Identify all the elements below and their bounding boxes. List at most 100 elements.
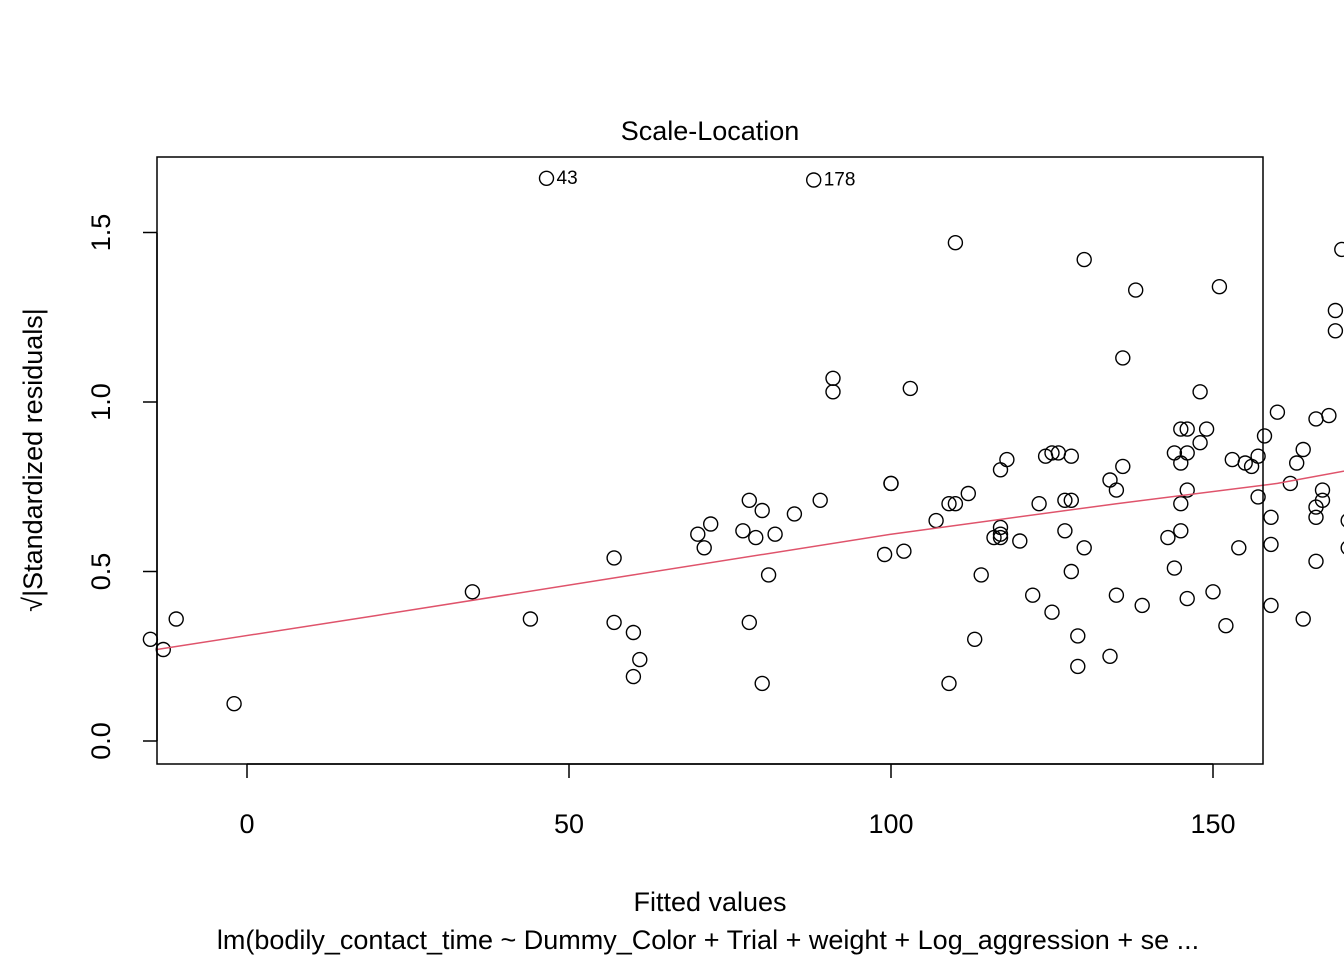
data-point bbox=[1173, 496, 1189, 512]
data-point bbox=[754, 675, 770, 692]
data-point bbox=[1340, 541, 1344, 555]
data-point bbox=[992, 529, 1009, 546]
data-point bbox=[1250, 448, 1266, 464]
data-point bbox=[947, 234, 964, 251]
data-point bbox=[1057, 492, 1073, 508]
data-point bbox=[1295, 611, 1311, 627]
data-point bbox=[1070, 628, 1086, 644]
data-point bbox=[696, 540, 712, 556]
data-point bbox=[1224, 451, 1241, 468]
data-point bbox=[1063, 492, 1080, 508]
data-point bbox=[947, 496, 964, 512]
data-point bbox=[735, 523, 751, 539]
chart-title: Scale-Location bbox=[621, 116, 800, 146]
data-point bbox=[1102, 472, 1118, 488]
data-point bbox=[876, 546, 893, 563]
data-point bbox=[1179, 482, 1195, 498]
x-tick-label: 100 bbox=[868, 809, 913, 839]
data-point bbox=[825, 384, 841, 400]
data-point bbox=[522, 611, 539, 627]
data-point bbox=[606, 550, 622, 566]
data-point bbox=[1024, 587, 1041, 603]
data-point bbox=[1166, 445, 1183, 461]
data-point bbox=[142, 631, 159, 647]
data-point bbox=[606, 614, 622, 631]
data-point bbox=[1179, 590, 1195, 607]
labeled-data-point bbox=[806, 172, 822, 188]
data-point bbox=[1250, 489, 1266, 505]
outlier-label: 178 bbox=[824, 170, 856, 191]
data-point bbox=[1314, 482, 1331, 498]
data-point bbox=[1115, 458, 1131, 475]
data-point bbox=[632, 651, 648, 668]
data-point bbox=[902, 380, 918, 397]
data-point bbox=[625, 668, 642, 685]
x-axis: 050100150200250300 bbox=[239, 763, 1236, 839]
data-point bbox=[1160, 529, 1176, 546]
data-point bbox=[1057, 523, 1073, 539]
data-point bbox=[754, 502, 770, 519]
y-tick-label: 1.5 bbox=[86, 214, 116, 252]
data-point bbox=[1288, 455, 1305, 471]
data-point bbox=[1263, 509, 1279, 525]
data-point bbox=[464, 584, 481, 600]
data-point bbox=[1327, 323, 1344, 339]
data-point bbox=[1231, 540, 1247, 556]
data-point bbox=[973, 567, 989, 583]
data-point bbox=[1192, 384, 1208, 400]
data-point bbox=[1031, 496, 1047, 512]
data-point bbox=[960, 485, 976, 502]
points-layer bbox=[142, 170, 1344, 712]
data-point bbox=[1063, 448, 1080, 464]
data-point bbox=[1340, 514, 1344, 528]
data-point bbox=[226, 696, 242, 712]
x-tick-label: 50 bbox=[554, 809, 584, 839]
data-point bbox=[1076, 251, 1092, 268]
data-point bbox=[1102, 648, 1118, 664]
data-point bbox=[1308, 553, 1324, 569]
data-point bbox=[928, 512, 944, 529]
data-point bbox=[1263, 536, 1279, 553]
data-point bbox=[1205, 584, 1221, 600]
data-point bbox=[992, 519, 1009, 536]
data-point bbox=[1173, 421, 1189, 437]
data-point bbox=[1218, 618, 1234, 634]
data-point bbox=[1166, 560, 1183, 576]
data-point bbox=[1173, 455, 1189, 471]
data-point bbox=[1044, 604, 1060, 620]
data-point bbox=[1076, 540, 1092, 556]
data-point bbox=[1192, 435, 1208, 451]
model-formula-subtitle: lm(bodily_contact_time ~ Dummy_Color + T… bbox=[217, 925, 1199, 955]
data-point bbox=[1256, 428, 1273, 444]
data-point bbox=[1044, 445, 1060, 461]
data-point bbox=[760, 567, 777, 583]
data-point bbox=[1198, 421, 1215, 437]
data-point bbox=[1334, 241, 1344, 258]
labeled-data-point bbox=[538, 170, 555, 187]
data-point bbox=[1263, 597, 1279, 614]
data-point bbox=[992, 462, 1009, 478]
data-point bbox=[690, 526, 706, 542]
data-point bbox=[1070, 658, 1086, 675]
data-point bbox=[625, 624, 642, 641]
data-point bbox=[1108, 482, 1125, 498]
data-point bbox=[1314, 492, 1331, 508]
data-point bbox=[967, 631, 983, 647]
plot-frame bbox=[156, 156, 1264, 765]
data-point bbox=[703, 516, 719, 532]
data-point bbox=[1308, 411, 1324, 427]
y-axis-title: √|Standardized residuals| bbox=[18, 308, 48, 612]
data-point bbox=[1179, 421, 1195, 437]
point-labels: 43178144 bbox=[557, 168, 856, 191]
data-point bbox=[1308, 509, 1324, 525]
data-point bbox=[1173, 523, 1189, 539]
data-point bbox=[1269, 404, 1286, 420]
data-point bbox=[825, 370, 841, 386]
data-point bbox=[767, 526, 783, 542]
data-point bbox=[741, 614, 757, 631]
x-axis-title: Fitted values bbox=[633, 887, 786, 917]
data-point bbox=[1321, 407, 1337, 424]
data-point bbox=[1179, 445, 1195, 461]
data-point bbox=[786, 506, 803, 522]
data-point bbox=[748, 529, 764, 546]
